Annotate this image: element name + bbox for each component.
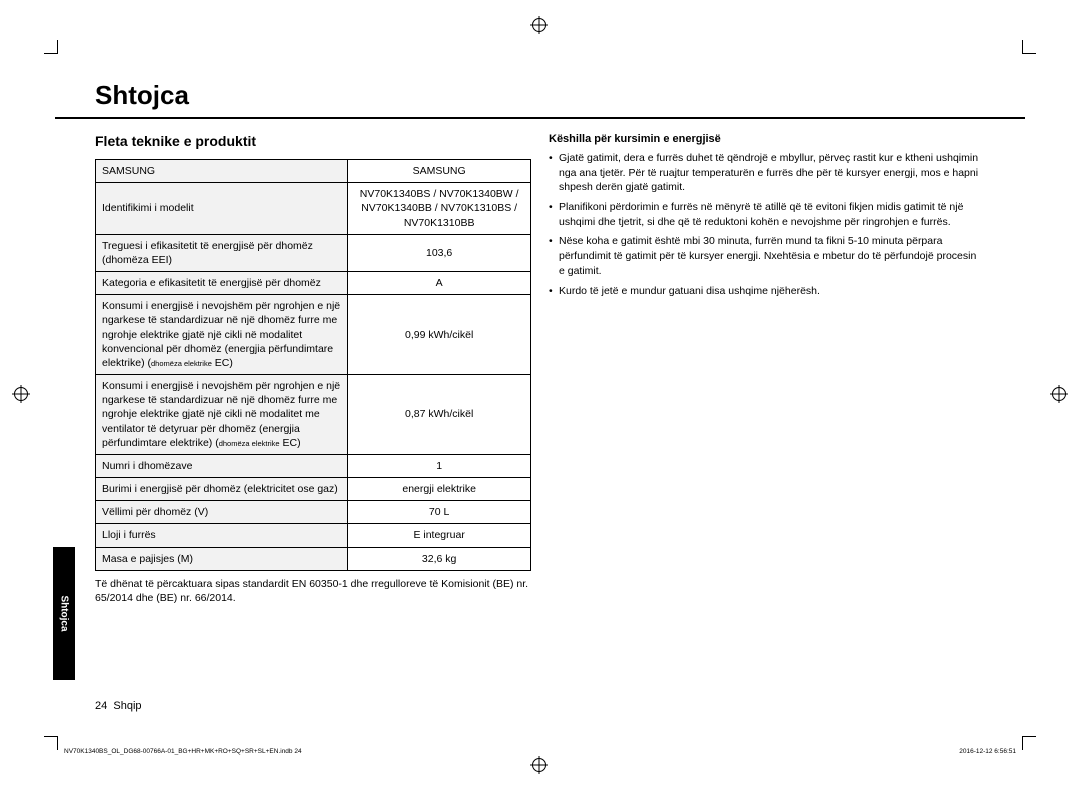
row-label: Konsumi i energjisë i nevojshëm për ngro… [96, 375, 348, 455]
page-title: Shtojca [55, 50, 1025, 119]
row-value: 32,6 kg [348, 547, 531, 570]
row-value: E integruar [348, 524, 531, 547]
side-tab-label: Shtojca [59, 595, 70, 631]
row-value: NV70K1340BS / NV70K1340BW / NV70K1340BB … [348, 183, 531, 235]
page-footer: 24 Shqip [95, 700, 142, 712]
side-tab: Shtojca [53, 547, 75, 680]
tips-list: Gjatë gatimit, dera e furrës duhet të që… [549, 151, 985, 298]
row-label: Konsumi i energjisë i nevojshëm për ngro… [96, 295, 348, 375]
print-info-right: 2016-12-12 6:56:51 [959, 748, 1016, 755]
row-label: Identifikimi i modelit [96, 183, 348, 235]
spec-table: SAMSUNGSAMSUNGIdentifikimi i modelitNV70… [95, 159, 531, 571]
row-label: Burimi i energjisë për dhomëz (elektrici… [96, 478, 348, 501]
right-column: Këshilla për kursimin e energjisë Gjatë … [549, 133, 985, 605]
page: Shtojca Fleta teknike e produktit SAMSUN… [55, 50, 1025, 605]
left-column: Fleta teknike e produktit SAMSUNGSAMSUNG… [95, 133, 531, 605]
row-value: 0,99 kWh/cikël [348, 295, 531, 375]
row-label: Masa e pajisjes (M) [96, 547, 348, 570]
print-info-left: NV70K1340BS_OL_DG68-00766A-01_BG+HR+MK+R… [64, 748, 302, 755]
row-label: Lloji i furrës [96, 524, 348, 547]
row-value: A [348, 272, 531, 295]
table-row: Kategoria e efikasitetit të energjisë pë… [96, 272, 531, 295]
list-item: Kurdo të jetë e mundur gatuani disa ushq… [549, 284, 985, 299]
table-row: Treguesi i efikasitetit të energjisë për… [96, 234, 531, 271]
row-value: SAMSUNG [348, 160, 531, 183]
row-label: Treguesi i efikasitetit të energjisë për… [96, 234, 348, 271]
list-item: Gjatë gatimit, dera e furrës duhet të që… [549, 151, 985, 195]
row-label: Vëllimi për dhomëz (V) [96, 501, 348, 524]
table-note: Të dhënat të përcaktuara sipas standardi… [95, 577, 531, 605]
row-value: 70 L [348, 501, 531, 524]
row-label: SAMSUNG [96, 160, 348, 183]
section-heading: Fleta teknike e produktit [95, 133, 531, 149]
page-lang: Shqip [113, 700, 141, 712]
table-row: Konsumi i energjisë i nevojshëm për ngro… [96, 375, 531, 455]
row-value: 103,6 [348, 234, 531, 271]
table-row: Masa e pajisjes (M)32,6 kg [96, 547, 531, 570]
table-row: Numri i dhomëzave1 [96, 454, 531, 477]
row-label: Numri i dhomëzave [96, 454, 348, 477]
row-value: energji elektrike [348, 478, 531, 501]
table-row: Lloji i furrësE integruar [96, 524, 531, 547]
table-row: SAMSUNGSAMSUNG [96, 160, 531, 183]
page-number: 24 [95, 700, 107, 712]
content-columns: Fleta teknike e produktit SAMSUNGSAMSUNG… [55, 119, 1025, 605]
tips-heading: Këshilla për kursimin e energjisë [549, 133, 985, 145]
table-row: Vëllimi për dhomëz (V)70 L [96, 501, 531, 524]
row-value: 1 [348, 454, 531, 477]
table-row: Burimi i energjisë për dhomëz (elektrici… [96, 478, 531, 501]
list-item: Planifikoni përdorimin e furrës në mënyr… [549, 200, 985, 229]
row-value: 0,87 kWh/cikël [348, 375, 531, 455]
row-label: Kategoria e efikasitetit të energjisë pë… [96, 272, 348, 295]
table-row: Konsumi i energjisë i nevojshëm për ngro… [96, 295, 531, 375]
list-item: Nëse koha e gatimit është mbi 30 minuta,… [549, 234, 985, 278]
table-row: Identifikimi i modelitNV70K1340BS / NV70… [96, 183, 531, 235]
